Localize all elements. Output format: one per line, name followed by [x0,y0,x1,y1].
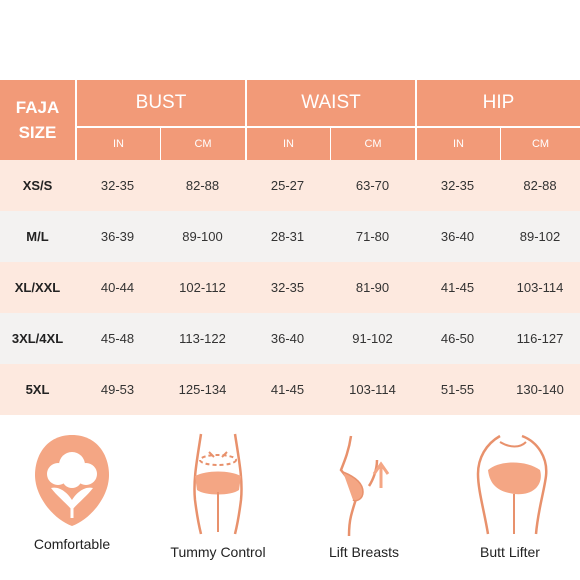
hip-in-cell: 46-50 [415,313,500,364]
hip-in-header: IN [415,126,500,160]
waist-in-header: IN [245,126,330,160]
cotton-flower-icon [35,435,109,526]
hip-in-cell: 36-40 [415,211,500,262]
size-cell: XL/XXL [0,262,75,313]
hip-cm-cell: 82-88 [500,160,580,211]
table-row: XL/XXL 40-44 102-112 32-35 81-90 41-45 1… [0,262,580,313]
waist-cm-cell: 91-102 [330,313,415,364]
tummy-control-icon [193,433,243,535]
size-chart: FAJA SIZE BUST WAIST HIP IN CM IN CM IN … [0,80,580,415]
waist-cm-cell: 71-80 [330,211,415,262]
waist-in-cell: 25-27 [245,160,330,211]
waist-cm-header: CM [330,126,415,160]
hip-cm-cell: 116-127 [500,313,580,364]
size-cell: M/L [0,211,75,262]
features-row: Comfortable Tummy Control Lift Breasts [0,430,580,580]
bust-in-header: IN [75,126,160,160]
feature-label: Lift Breasts [328,544,400,560]
feature-label: Comfortable [33,536,111,552]
table-row: 3XL/4XL 45-48 113-122 36-40 91-102 46-50… [0,313,580,364]
bust-in-cell: 32-35 [75,160,160,211]
size-cell: XS/S [0,160,75,211]
size-table: FAJA SIZE BUST WAIST HIP IN CM IN CM IN … [0,80,580,415]
feature-lift-breasts: Lift Breasts [294,430,434,560]
hip-in-cell: 32-35 [415,160,500,211]
hip-cm-cell: 103-114 [500,262,580,313]
waist-in-cell: 41-45 [245,364,330,415]
bust-cm-cell: 82-88 [160,160,245,211]
bust-cm-cell: 89-100 [160,211,245,262]
hip-cm-cell: 89-102 [500,211,580,262]
feature-label: Butt Lifter [480,544,540,560]
faja-size-header: FAJA SIZE [0,80,75,160]
waist-in-cell: 28-31 [245,211,330,262]
bust-cm-cell: 102-112 [160,262,245,313]
feature-butt-lifter: Butt Lifter [440,430,580,560]
bust-header: BUST [75,80,245,126]
size-cell: 3XL/4XL [0,313,75,364]
size-label: SIZE [18,123,57,142]
hip-in-cell: 51-55 [415,364,500,415]
waist-cm-cell: 63-70 [330,160,415,211]
bust-in-cell: 45-48 [75,313,160,364]
butt-lifter-icon [476,434,548,535]
bust-in-cell: 40-44 [75,262,160,313]
waist-cm-cell: 81-90 [330,262,415,313]
waist-cm-cell: 103-114 [330,364,415,415]
table-row: M/L 36-39 89-100 28-31 71-80 36-40 89-10… [0,211,580,262]
hip-in-cell: 41-45 [415,262,500,313]
waist-in-cell: 36-40 [245,313,330,364]
table-row: 5XL 49-53 125-134 41-45 103-114 51-55 13… [0,364,580,415]
faja-label: FAJA [15,98,60,117]
bust-in-cell: 36-39 [75,211,160,262]
feature-tummy-control: Tummy Control [148,430,288,560]
lift-breasts-icon [339,435,390,537]
bust-cm-header: CM [160,126,245,160]
waist-in-cell: 32-35 [245,262,330,313]
bust-cm-cell: 113-122 [160,313,245,364]
feature-label: Tummy Control [170,544,266,560]
table-row: XS/S 32-35 82-88 25-27 63-70 32-35 82-88 [0,160,580,211]
hip-header: HIP [415,80,580,126]
bust-in-cell: 49-53 [75,364,160,415]
bust-cm-cell: 125-134 [160,364,245,415]
hip-cm-header: CM [500,126,580,160]
hip-cm-cell: 130-140 [500,364,580,415]
feature-comfortable: Comfortable [2,430,142,552]
waist-header: WAIST [245,80,415,126]
size-cell: 5XL [0,364,75,415]
